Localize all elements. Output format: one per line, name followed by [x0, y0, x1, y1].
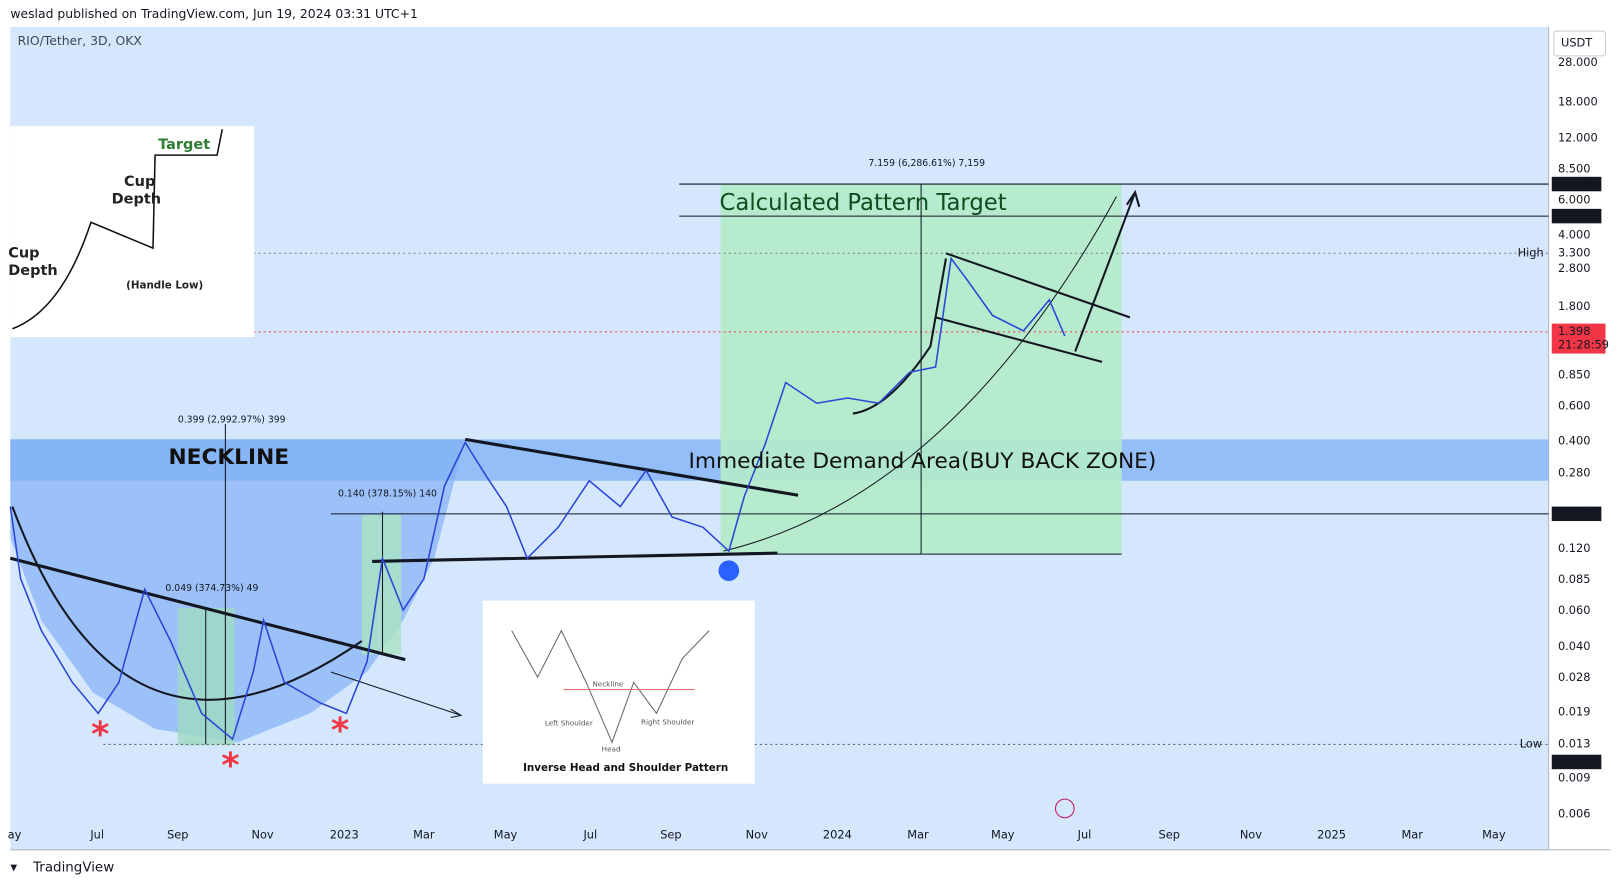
- svg-text:*: *: [331, 710, 349, 751]
- currency-box: [1553, 30, 1607, 57]
- time-label: Mar: [1401, 827, 1423, 841]
- inset-text: Head: [602, 745, 621, 754]
- price-label: 2.800: [1558, 261, 1591, 275]
- price-label: 1.800: [1558, 299, 1591, 313]
- time-label: Sep: [1159, 827, 1180, 841]
- time-label: ay: [8, 827, 22, 841]
- svg-text:*: *: [91, 714, 109, 755]
- hs-sketch: [511, 629, 710, 744]
- inset-title: Inverse Head and Shoulder Pattern: [523, 762, 728, 774]
- price-label: 4.000: [1558, 228, 1591, 242]
- time-label: Nov: [251, 827, 273, 841]
- hs-inset: [482, 600, 755, 784]
- measure-3: 0.049 (374.73%) 49: [165, 583, 258, 594]
- price-box: [1551, 754, 1602, 770]
- price-label: 0.019: [1558, 704, 1591, 718]
- price-label: 0.850: [1558, 367, 1591, 381]
- publisher: weslad published on TradingView.com, Jun…: [10, 6, 418, 21]
- time-label: May: [1482, 827, 1506, 841]
- price-label: 12.000: [1558, 131, 1598, 145]
- cup-inset: [10, 126, 255, 338]
- inset-text: Left Shoulder: [545, 719, 593, 728]
- time-label: Jul: [582, 827, 597, 841]
- price-box: [1551, 506, 1602, 522]
- price-box-label: 1.398: [1558, 324, 1591, 338]
- time-label: 2023: [330, 827, 359, 841]
- low-label: Low: [1520, 736, 1542, 750]
- time-label: Mar: [413, 827, 435, 841]
- price-label: 0.280: [1558, 466, 1591, 480]
- low-value: 0.013: [1558, 736, 1591, 750]
- time-label: Sep: [660, 827, 681, 841]
- neckline: NECKLINE: [169, 445, 290, 470]
- price-box-label: 21:28:59: [1558, 337, 1609, 351]
- price-line: [9, 256, 1066, 741]
- target-measure: 7.159 (6,286.61%) 7,159: [868, 158, 985, 169]
- price-label: 0.040: [1558, 639, 1591, 653]
- price-box-label: 0.177: [1558, 506, 1594, 520]
- price-box: [1551, 176, 1602, 192]
- currency[interactable]: USDT: [1561, 35, 1592, 49]
- measure-2: 0.140 (378.15%) 140: [338, 489, 437, 500]
- time-label: Mar: [907, 827, 929, 841]
- thumb-icon: [718, 560, 740, 582]
- price-label: 0.060: [1558, 603, 1591, 617]
- time-label: Nov: [746, 827, 768, 841]
- price-label: 0.600: [1558, 398, 1591, 412]
- time-label: May: [991, 827, 1015, 841]
- price-label: 0.085: [1558, 572, 1591, 586]
- high-label: High: [1518, 245, 1544, 259]
- brand: TradingView: [32, 860, 114, 875]
- demand-text: Immediate Demand Area(BUY BACK ZONE): [689, 449, 1157, 474]
- price-label: 18.000: [1558, 94, 1598, 108]
- time-label: Sep: [167, 827, 188, 841]
- inset-text: (Handle Low): [126, 279, 203, 291]
- time-label: Nov: [1240, 827, 1262, 841]
- price-label: 0.400: [1558, 433, 1591, 447]
- price-label: 6.000: [1558, 193, 1591, 207]
- inset-text: Cup: [8, 245, 39, 261]
- inset-text: Right Shoulder: [641, 718, 694, 727]
- neck-measure: 0.399 (2,992.97%) 399: [178, 414, 286, 425]
- time-label: 2025: [1317, 827, 1346, 841]
- drawings: [9, 183, 1549, 745]
- inset-text: Cup: [124, 174, 155, 190]
- time-label: Jul: [1077, 827, 1092, 841]
- price-label: 0.006: [1558, 807, 1591, 821]
- measure-box: [361, 514, 402, 655]
- price-label: 0.120: [1558, 541, 1591, 555]
- inset-text: Depth: [112, 192, 161, 208]
- high-value: 3.300: [1558, 245, 1591, 259]
- target-text: Calculated Pattern Target: [720, 190, 1007, 216]
- cup-sketch: [12, 129, 224, 330]
- time-label: Jul: [89, 827, 104, 841]
- price-label: 28.000: [1558, 55, 1598, 69]
- price-label: 8.500: [1558, 162, 1591, 176]
- brand-logo: ▾: [10, 860, 17, 875]
- inset-text: Neckline: [592, 679, 624, 688]
- inset-text: Target: [158, 137, 210, 153]
- symbol: RIO/Tether, 3D, OKX: [18, 33, 143, 48]
- time-label: 2024: [823, 827, 852, 841]
- svg-text:*: *: [221, 745, 239, 786]
- price-label: 0.009: [1558, 770, 1591, 784]
- price-box-label: 7.273: [1558, 176, 1594, 190]
- price-box-label: 5.045: [1558, 208, 1594, 222]
- price-label: 0.028: [1558, 670, 1591, 684]
- markers: * * *: [91, 710, 349, 786]
- price-box: [1551, 208, 1602, 224]
- inset-text: Depth: [8, 263, 57, 279]
- price-box: [1551, 323, 1606, 354]
- time-label: May: [494, 827, 518, 841]
- event-icon: [1054, 798, 1075, 819]
- price-box-label: 0.013: [1558, 754, 1594, 768]
